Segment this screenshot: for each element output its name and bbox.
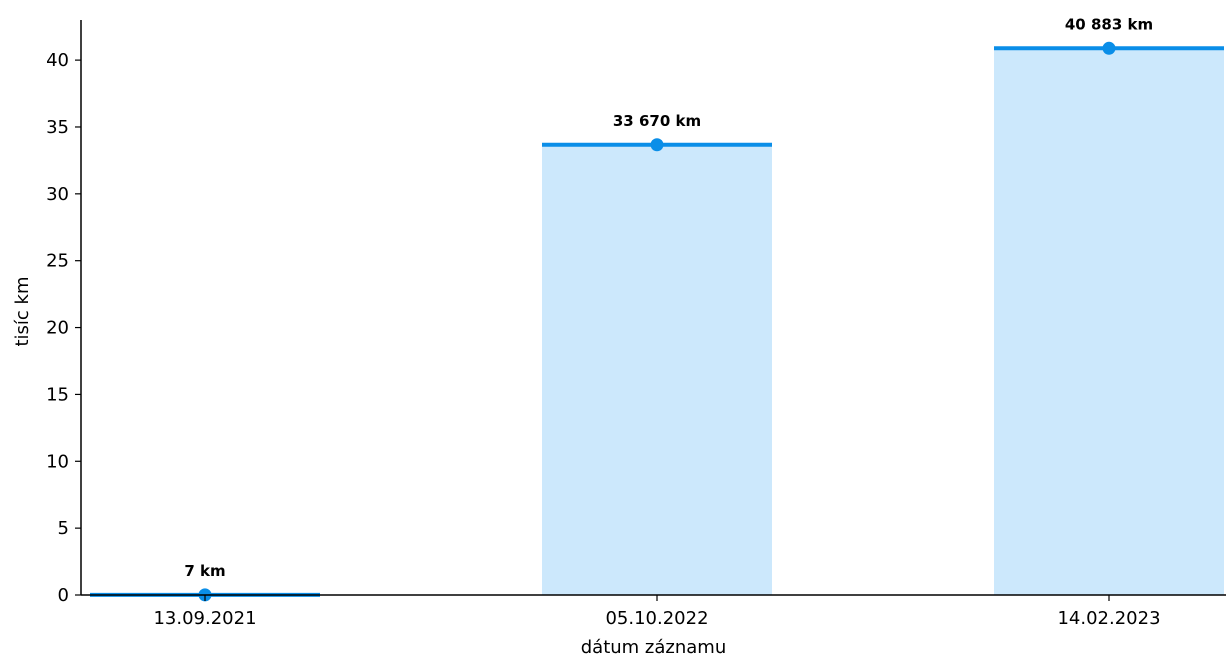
y-tick-label: 35	[46, 117, 69, 138]
x-tick-label: 05.10.2022	[605, 608, 708, 629]
x-axis-title: dátum záznamu	[581, 637, 727, 654]
y-tick-label: 10	[46, 451, 69, 472]
x-tick-label: 14.02.2023	[1057, 608, 1160, 629]
y-tick-label: 15	[46, 384, 69, 405]
y-tick-label: 40	[46, 50, 69, 71]
y-axis-title: tisíc km	[12, 276, 33, 346]
bars-group	[90, 41, 1224, 602]
y-tick-label: 30	[46, 184, 69, 205]
data-point	[1102, 41, 1116, 55]
data-label: 7 km	[184, 562, 225, 580]
y-tick-label: 5	[58, 518, 69, 539]
data-point	[650, 138, 664, 152]
y-tick-label: 25	[46, 251, 69, 272]
data-label: 40 883 km	[1065, 15, 1153, 33]
bar	[994, 48, 1224, 596]
y-tick-label: 20	[46, 318, 69, 339]
x-tick-label: 13.09.2021	[153, 608, 256, 629]
x-ticks-group: 13.09.2021 05.10.2022 14.02.2023	[153, 595, 1161, 629]
y-ticks-group: 0 5 10 15 20 25 30 35 40	[46, 50, 81, 606]
data-labels-group: 7 km 33 670 km 40 883 km	[184, 15, 1153, 580]
data-label: 33 670 km	[613, 112, 701, 130]
axes-group	[80, 20, 1226, 596]
y-tick-label: 0	[58, 585, 69, 606]
bar	[542, 144, 772, 595]
